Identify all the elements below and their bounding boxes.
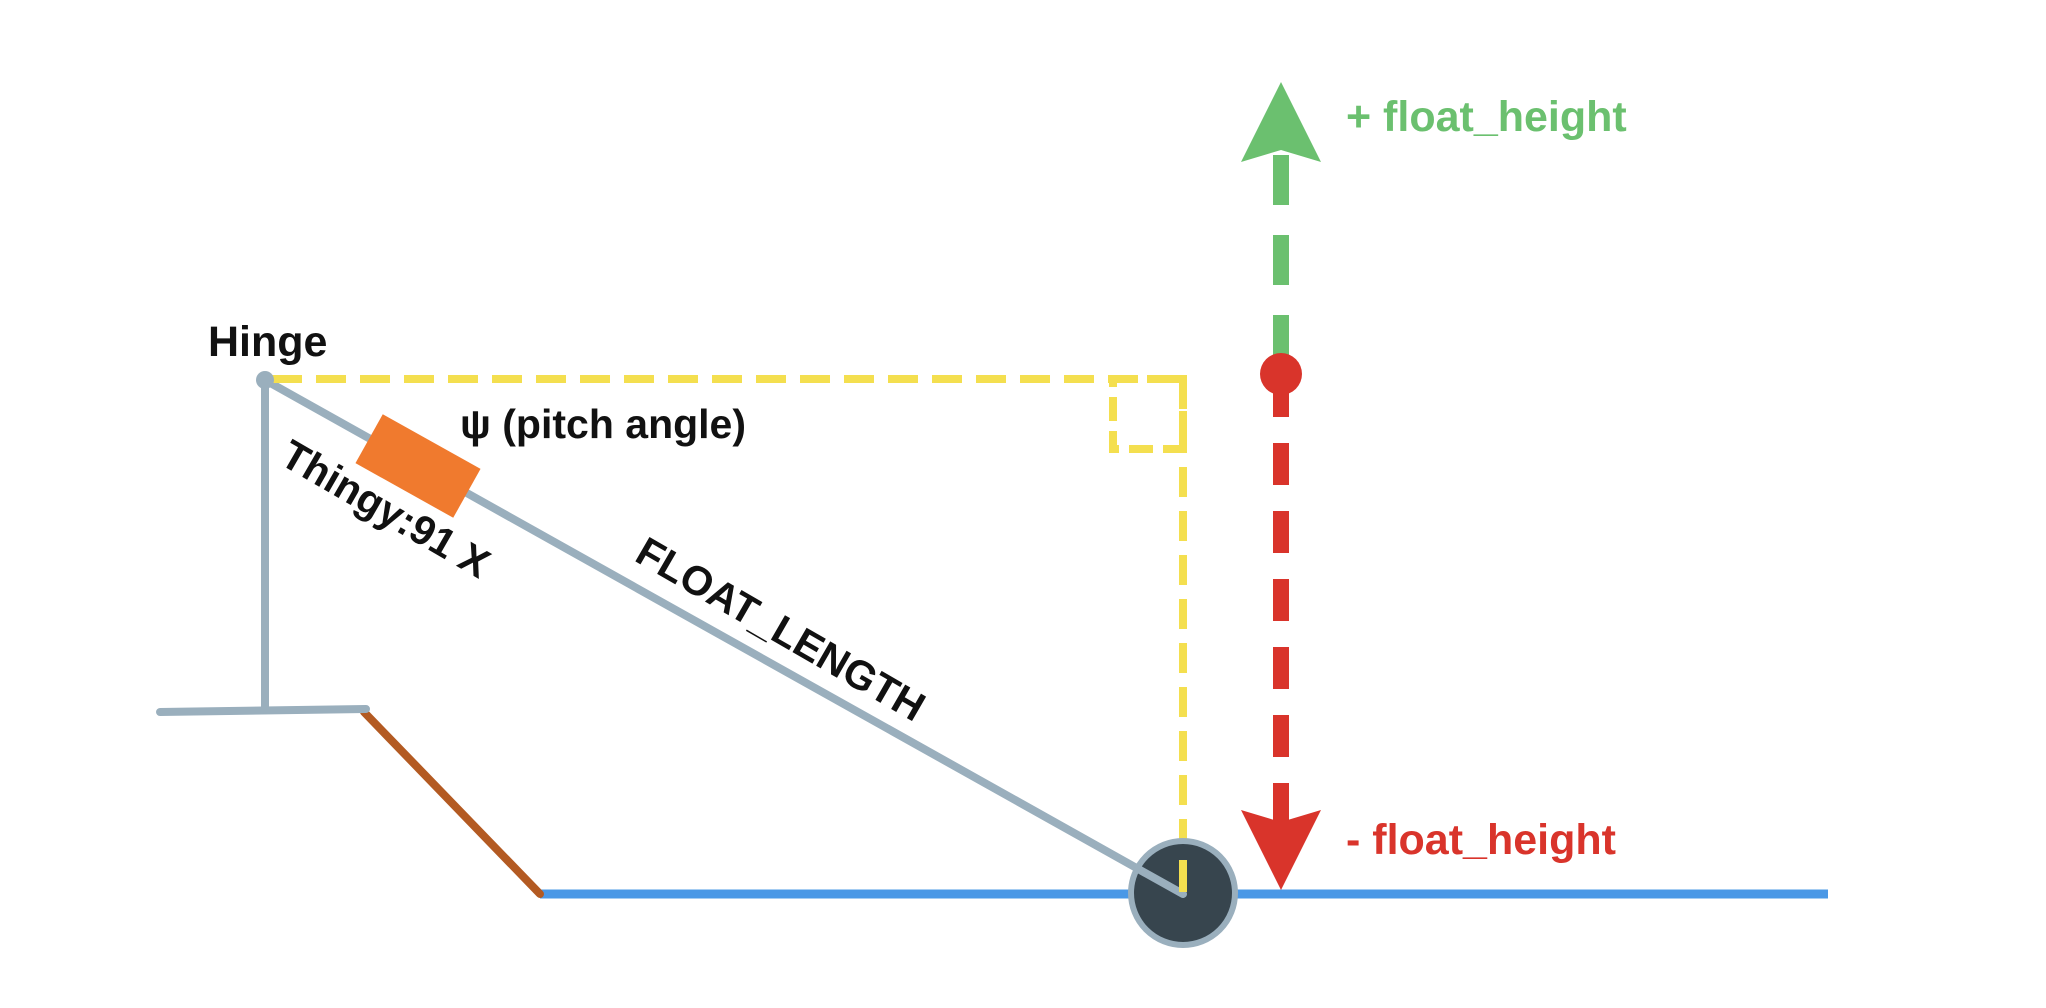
thingy-sensor: [355, 414, 481, 518]
float-arm-tip: [1136, 866, 1187, 898]
negative-height-arrowhead: [1241, 810, 1321, 890]
hinge-label: Hinge: [208, 318, 327, 366]
positive-float-height-label: + float_height: [1346, 93, 1627, 141]
float-length-label: FLOAT_LENGTH: [629, 528, 933, 730]
zero-height-point: [1260, 353, 1302, 395]
negative-float-height-label: - float_height: [1346, 816, 1616, 864]
right-angle-marker: [1109, 375, 1187, 453]
ramp-line: [360, 708, 544, 898]
hinge-point: [256, 371, 274, 389]
positive-height-arrowhead: [1241, 82, 1321, 162]
pitch-angle-label: ψ (pitch angle): [460, 401, 746, 447]
